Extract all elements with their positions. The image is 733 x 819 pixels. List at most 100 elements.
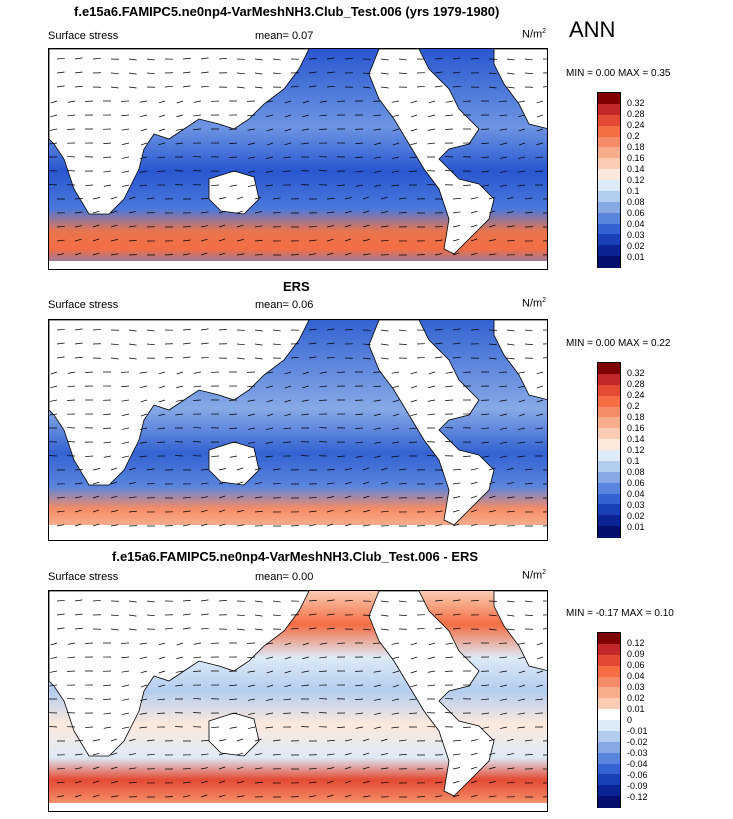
wind-vector <box>200 599 209 602</box>
wind-vector <box>254 738 262 742</box>
wind-vector <box>380 225 389 228</box>
wind-vector <box>445 385 454 388</box>
wind-vector <box>308 524 317 527</box>
wind-vector <box>326 482 335 485</box>
colorbar-tick-label: 0.1 <box>627 456 640 466</box>
colorbar-swatch <box>598 136 620 148</box>
wind-vector <box>146 753 155 756</box>
wind-vector <box>506 600 515 603</box>
colorbar-tick-label: 0.02 <box>627 241 645 251</box>
colorbar-swatch <box>598 796 620 808</box>
wind-vector <box>434 497 443 499</box>
wind-vector <box>265 726 274 729</box>
wind-vector <box>536 684 544 688</box>
wind-vector <box>362 495 370 499</box>
wind-vector <box>92 197 101 200</box>
wind-vector <box>434 57 443 60</box>
wind-vector <box>121 399 130 402</box>
wind-vector <box>488 738 496 742</box>
wind-vector <box>92 224 100 228</box>
panel-1-colorbar <box>597 92 621 268</box>
wind-vector <box>182 768 191 770</box>
wind-vector <box>74 342 83 345</box>
wind-vector <box>200 356 209 359</box>
wind-vector <box>391 642 400 645</box>
wind-vector <box>499 170 508 173</box>
wind-vector <box>542 628 547 630</box>
wind-vector <box>128 86 137 89</box>
wind-vector <box>373 184 382 187</box>
wind-vector <box>481 170 490 173</box>
wind-vector <box>49 684 58 687</box>
wind-vector <box>344 523 352 527</box>
wind-vector <box>266 684 274 688</box>
wind-vector <box>344 481 352 485</box>
wind-vector <box>266 413 274 417</box>
wind-vector <box>236 357 245 360</box>
wind-vector <box>301 399 310 402</box>
colorbar-tick-label: -0.04 <box>627 759 648 769</box>
wind-vector <box>56 328 65 331</box>
wind-vector <box>536 399 544 403</box>
wind-vector <box>499 399 508 402</box>
wind-vector <box>517 184 526 187</box>
wind-vector <box>182 253 191 256</box>
wind-vector <box>265 100 274 103</box>
wind-vector <box>67 656 76 659</box>
wind-vector <box>308 510 317 513</box>
wind-vector <box>452 198 461 200</box>
wind-vector <box>380 781 389 784</box>
wind-vector <box>301 142 310 145</box>
wind-vector <box>542 525 547 527</box>
wind-vector <box>506 357 515 360</box>
wind-vector <box>499 441 508 444</box>
wind-vector <box>536 100 544 104</box>
wind-vector <box>50 114 58 118</box>
wind-vector <box>380 72 389 75</box>
wind-vector <box>362 614 371 617</box>
wind-vector <box>265 427 274 430</box>
wind-vector <box>272 753 281 756</box>
wind-vector <box>355 726 364 729</box>
wind-vector <box>110 210 118 214</box>
wind-vector <box>272 329 281 332</box>
wind-vector <box>517 156 526 159</box>
wind-vector <box>56 768 65 770</box>
wind-vector <box>56 253 65 256</box>
wind-vector <box>74 198 83 200</box>
wind-vector <box>518 413 526 417</box>
wind-vector <box>103 684 112 687</box>
colorbar-swatch <box>598 201 620 214</box>
wind-vector <box>470 739 479 742</box>
wind-vector <box>445 114 454 117</box>
wind-vector <box>319 427 328 429</box>
land-australia <box>208 712 260 757</box>
wind-vector <box>452 496 461 499</box>
wind-vector <box>524 197 533 200</box>
wind-vector <box>409 156 418 159</box>
wind-vector <box>272 211 281 214</box>
wind-vector <box>67 156 76 158</box>
wind-vector <box>74 509 82 513</box>
wind-vector <box>326 496 335 499</box>
wind-vector <box>265 455 274 458</box>
wind-vector <box>434 239 443 242</box>
wind-vector <box>445 427 454 429</box>
wind-vector <box>265 712 274 715</box>
wind-vector <box>193 170 202 172</box>
wind-vector <box>427 128 436 131</box>
wind-vector <box>272 600 281 603</box>
wind-vector <box>452 523 460 527</box>
wind-vector <box>236 343 245 346</box>
wind-vector <box>499 114 508 117</box>
wind-vector <box>158 656 166 660</box>
wind-vector <box>121 441 130 444</box>
colorbar-tick-label: 0.06 <box>627 478 645 488</box>
panel-2-map-canvas <box>49 320 547 540</box>
wind-vector <box>470 481 478 485</box>
wind-vector <box>110 738 118 742</box>
wind-vector <box>157 712 166 714</box>
wind-vector <box>506 738 514 742</box>
wind-vector <box>416 525 425 527</box>
wind-vector <box>74 767 83 770</box>
